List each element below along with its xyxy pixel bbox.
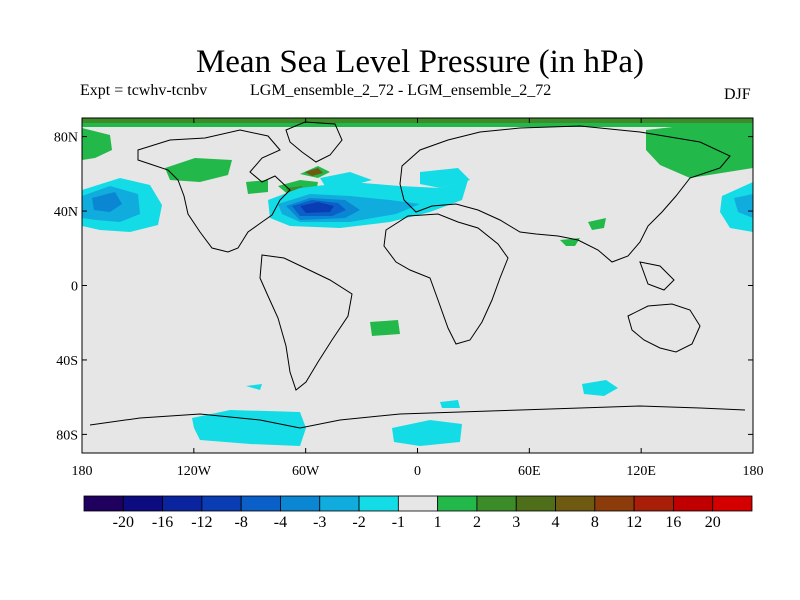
colorbar-swatch bbox=[397, 495, 439, 512]
lat-label: 80N bbox=[54, 131, 78, 146]
colorbar-label: 4 bbox=[552, 514, 560, 531]
lat-label: 40N bbox=[54, 205, 78, 220]
south-america-coast bbox=[259, 254, 353, 391]
axis-ticks bbox=[81, 118, 754, 453]
colorbar-label: -16 bbox=[152, 514, 173, 531]
latitude-labels: 80N 40N 0 40S 80S bbox=[54, 131, 78, 444]
green-patch bbox=[246, 180, 268, 194]
lon-label: 60W bbox=[292, 464, 320, 479]
green-patch bbox=[82, 128, 112, 160]
cyan-patch bbox=[582, 380, 618, 396]
africa-coast bbox=[383, 213, 509, 345]
colorbar-swatch bbox=[476, 495, 517, 512]
colorbar-swatch bbox=[673, 495, 714, 512]
coastlines bbox=[89, 121, 746, 429]
colorbar-label: -4 bbox=[274, 514, 287, 531]
colorbar-label: -20 bbox=[113, 514, 134, 531]
colorbar-swatch bbox=[319, 495, 360, 512]
greenland-coast bbox=[285, 121, 343, 163]
colorbar-swatch bbox=[555, 495, 596, 512]
lon-label: 60E bbox=[518, 464, 541, 479]
cyan-patch bbox=[420, 168, 470, 188]
colorbar-label: 20 bbox=[705, 514, 721, 531]
colorbar-swatch bbox=[83, 495, 124, 512]
blue-core bbox=[300, 202, 334, 213]
colorbar-label: 1 bbox=[434, 514, 442, 531]
blue-core bbox=[92, 192, 122, 212]
colorbar-label: -2 bbox=[352, 514, 365, 531]
cyan-patch bbox=[246, 384, 262, 390]
colorbar-label: 8 bbox=[591, 514, 599, 531]
comparison-label: LGM_ensemble_2_72 - LGM_ensemble_2_72 bbox=[250, 82, 552, 99]
green-patch bbox=[370, 320, 400, 336]
lon-label: 180 bbox=[743, 464, 764, 479]
colorbar-swatch bbox=[201, 495, 242, 512]
colorbar-label: 12 bbox=[626, 514, 642, 531]
colorbar-label: 16 bbox=[665, 514, 681, 531]
map-title: Mean Sea Level Pressure (in hPa) bbox=[195, 44, 645, 80]
colorbar-swatch bbox=[515, 495, 556, 512]
cyan-patch bbox=[440, 400, 460, 408]
colorbar-label: -12 bbox=[191, 514, 212, 531]
colorbar-swatch bbox=[162, 495, 203, 512]
lon-label: 120E bbox=[626, 464, 656, 479]
colorbar-swatch bbox=[712, 495, 753, 512]
green-patch bbox=[588, 218, 606, 230]
arctic-band-light bbox=[82, 123, 753, 127]
lat-label: 0 bbox=[71, 280, 78, 295]
brown-core bbox=[305, 168, 323, 176]
season-label: DJF bbox=[724, 86, 751, 103]
experiment-label: Expt = tcwhv-tcnbv bbox=[80, 82, 208, 99]
colorbar-label: 3 bbox=[512, 514, 520, 531]
lat-label: 40S bbox=[56, 354, 78, 369]
colorbar-swatch bbox=[437, 495, 478, 512]
blue-patch bbox=[734, 194, 753, 218]
colorbar-swatch bbox=[240, 495, 281, 512]
colorbar-label: -8 bbox=[235, 514, 248, 531]
cyan-patch bbox=[320, 172, 372, 186]
colorbar-label: -3 bbox=[313, 514, 326, 531]
lon-label: 0 bbox=[414, 464, 421, 479]
colorbar-swatch bbox=[358, 495, 399, 512]
longitude-labels: 180 120W 60W 0 60E 120E 180 bbox=[72, 464, 764, 479]
australia-coast bbox=[627, 303, 701, 353]
lon-label: 120W bbox=[177, 464, 212, 479]
green-patch bbox=[165, 158, 232, 182]
colorbar-swatch bbox=[122, 495, 163, 512]
colorbar-labels: -20 -16 -12 -8 -4 -3 -2 -1 1 2 3 4 8 12 16 20 bbox=[113, 514, 721, 531]
lat-label: 80S bbox=[56, 428, 78, 443]
cyan-patch bbox=[720, 182, 753, 232]
lon-label: 180 bbox=[72, 464, 93, 479]
eurasia-coast bbox=[399, 125, 731, 263]
colorbar-swatch bbox=[594, 495, 635, 512]
antarctica-coast bbox=[89, 405, 746, 429]
cyan-patch bbox=[192, 410, 306, 446]
green-patch bbox=[560, 238, 580, 246]
colorbar-swatch bbox=[633, 495, 674, 512]
colorbar-label: -1 bbox=[392, 514, 405, 531]
colorbar-swatch bbox=[280, 495, 321, 512]
colorbar-label: 2 bbox=[473, 514, 481, 531]
colorbar bbox=[83, 495, 753, 512]
north-america-coast bbox=[137, 129, 291, 253]
maritime-continent-coast bbox=[639, 261, 675, 291]
cyan-patch bbox=[392, 420, 462, 446]
